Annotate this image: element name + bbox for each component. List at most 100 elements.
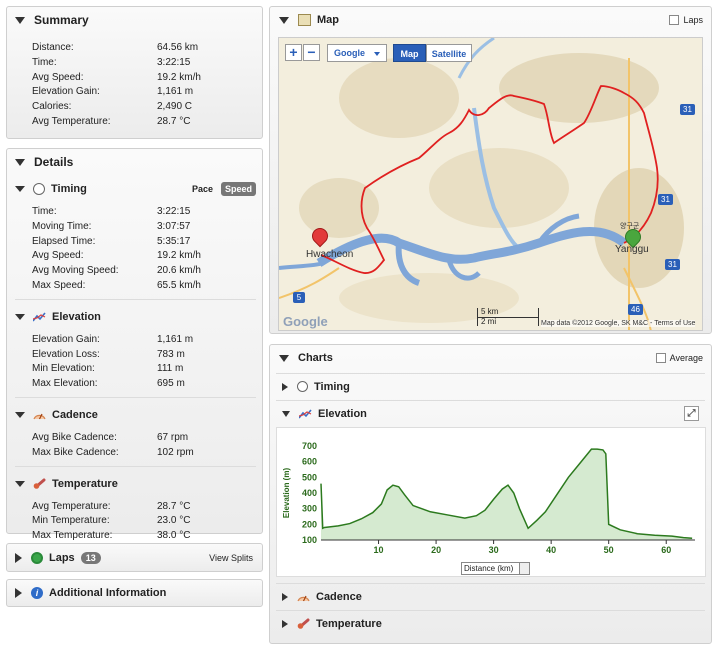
stat-label: Elevation Gain: [32, 86, 100, 98]
collapse-triangle-icon[interactable] [282, 410, 290, 417]
elevation-section-header[interactable]: Elevation [15, 305, 256, 329]
collapse-triangle-icon[interactable] [15, 313, 25, 320]
satellite-view-button[interactable]: Satellite [426, 44, 472, 62]
scale-bar: 5 km 2 mi [477, 307, 539, 326]
details-panel: Details Timing Pace Speed Time: 3:22:15 Mo… [6, 148, 263, 541]
timing-chart-header[interactable]: Timing [276, 373, 705, 399]
stat-row: Max Bike Cadence: 102 rpm [32, 446, 256, 461]
stat-value: 28.7 °C [157, 500, 191, 512]
stat-value: 19.2 km/h [157, 250, 201, 262]
chevron-down-icon [519, 563, 529, 574]
collapse-triangle-icon[interactable] [279, 354, 289, 362]
route-path [320, 85, 659, 274]
details-title: Details [34, 155, 74, 169]
elevation-line [320, 448, 693, 540]
laps-checkbox[interactable] [669, 15, 680, 25]
stat-label: Avg Moving Speed: [32, 265, 119, 277]
scale-mi-label: 2 mi [481, 317, 497, 326]
collapse-triangle-icon[interactable] [15, 411, 25, 418]
stat-label: Calories: [32, 101, 72, 113]
expand-triangle-icon[interactable] [282, 382, 288, 391]
timing-section-header[interactable]: Timing Pace Speed [15, 177, 256, 201]
details-header[interactable]: Details [7, 149, 262, 175]
collapse-triangle-icon[interactable] [15, 158, 25, 166]
cadence-icon [33, 410, 46, 420]
zoom-in-button[interactable]: + [285, 44, 302, 61]
stat-label: Avg Temperature: [32, 115, 111, 127]
map-icon [298, 14, 311, 26]
y-tick-label: 100 [302, 535, 317, 545]
stat-row: Calories: 2,490 C [32, 100, 262, 115]
expand-triangle-icon[interactable] [15, 588, 22, 598]
stat-label: Distance: [32, 42, 74, 53]
additional-info-header[interactable]: i Additional Information [7, 580, 262, 606]
stat-label: Avg Speed: [32, 71, 84, 83]
collapse-triangle-icon[interactable] [279, 16, 289, 24]
laps-header[interactable]: Laps 13 View Splits [7, 544, 262, 571]
average-checkbox-label: Average [669, 353, 703, 363]
temperature-section-header[interactable]: Temperature [15, 472, 256, 496]
route-shield-31: 31 [658, 194, 673, 205]
average-checkbox[interactable] [655, 353, 666, 363]
stat-label: Avg Speed: [32, 250, 84, 262]
temperature-chart-header[interactable]: Temperature [276, 610, 705, 636]
stat-row: Time: 3:22:15 [32, 205, 256, 220]
stat-label: Avg Bike Cadence: [32, 431, 117, 443]
additional-info-panel[interactable]: i Additional Information [6, 579, 263, 607]
map-attribution[interactable]: Map data ©2012 Google, SK M&C - Terms of… [541, 320, 696, 327]
stat-value: 28.7 °C [157, 115, 191, 127]
y-tick-label: 700 [302, 441, 317, 451]
x-tick-label: 30 [489, 545, 499, 555]
laps-panel[interactable]: Laps 13 View Splits [6, 543, 263, 572]
cadence-chart-header[interactable]: Cadence [276, 583, 705, 609]
view-splits-link[interactable]: View Splits [209, 552, 253, 563]
collapse-triangle-icon[interactable] [15, 16, 25, 24]
x-tick-label: 40 [546, 545, 556, 555]
map-canvas[interactable]: + − Google Map Satellite Hwacheon 양구군 Ya… [278, 37, 703, 331]
stat-label: Moving Time: [32, 220, 92, 232]
cadence-icon [297, 592, 310, 602]
elevation-chart-header[interactable]: Elevation ⤢ [276, 400, 705, 426]
collapse-triangle-icon[interactable] [15, 186, 25, 192]
stat-row: Avg Speed: 19.2 km/h [32, 71, 262, 86]
speed-toggle[interactable]: Speed [220, 182, 256, 196]
stat-label: Elevation Loss: [32, 348, 100, 360]
charts-header[interactable]: Charts Average [270, 345, 711, 371]
zoom-out-button[interactable]: − [303, 44, 320, 61]
collapse-triangle-icon[interactable] [15, 480, 25, 487]
map-header[interactable]: Map Laps [270, 7, 711, 33]
stat-row: Avg Temperature: 28.7 °C [32, 500, 256, 515]
stat-row: Min Elevation: 111 m [32, 362, 256, 377]
map-provider-select[interactable]: Google [327, 44, 387, 62]
stat-row: Avg Temperature: 28.7 °C [32, 115, 262, 130]
stat-row: Elapsed Time: 5:35:17 [32, 235, 256, 250]
expand-triangle-icon[interactable] [15, 552, 22, 563]
map-panel: Map Laps + − Google [269, 6, 712, 334]
stat-label: Max Speed: [32, 279, 86, 291]
elevation-chart-area: 100 200 300 400 500 600 700 10 20 30 40 50 60 Elevati… [276, 427, 706, 577]
map-view-button[interactable]: Map [393, 44, 426, 62]
cadence-section-header[interactable]: Cadence [15, 403, 256, 427]
xaxis-select[interactable]: Distance (km) [461, 562, 530, 575]
route-shield-31: 31 [665, 259, 680, 270]
summary-panel: Summary Distance: 64.56 km Time: 3:22:15 Avg… [6, 6, 263, 139]
expand-triangle-icon[interactable] [282, 619, 288, 628]
summary-header[interactable]: Summary [7, 7, 262, 33]
y-axis-title: Elevation (m) [282, 468, 291, 519]
y-tick-label: 600 [302, 457, 317, 467]
summary-title: Summary [34, 13, 89, 27]
thermometer-icon [33, 478, 46, 489]
expand-icon[interactable]: ⤢ [684, 406, 699, 421]
y-tick-label: 200 [302, 519, 317, 529]
cadence-title: Cadence [52, 408, 98, 421]
elevation-chart-title: Elevation [318, 407, 367, 420]
cadence-chart-title: Cadence [316, 590, 362, 603]
x-tick-label: 60 [661, 545, 671, 555]
stat-row: Avg Speed: 19.2 km/h [32, 249, 256, 264]
map-provider-label: Google [334, 48, 365, 58]
expand-triangle-icon[interactable] [282, 592, 288, 601]
route-shield-31: 31 [680, 104, 695, 115]
stat-row: Avg Moving Speed: 20.6 km/h [32, 264, 256, 279]
pace-toggle[interactable]: Pace [191, 184, 213, 194]
stat-label: Min Elevation: [32, 363, 95, 375]
